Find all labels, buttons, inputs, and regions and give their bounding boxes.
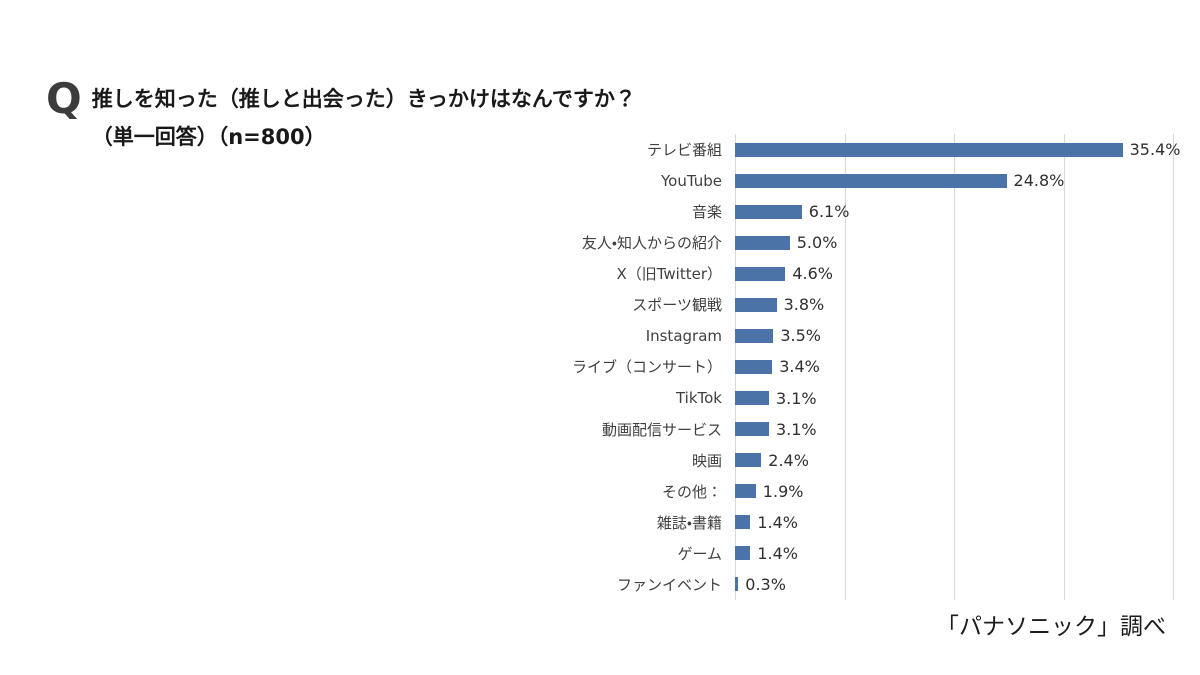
value-label: 0.3% [745, 574, 786, 594]
bar [735, 266, 786, 281]
gridline-10 [844, 134, 846, 600]
bar [735, 173, 1007, 188]
value-label: 3.1% [775, 388, 817, 408]
bar-track: 35.4% [735, 134, 1190, 165]
category-label: その他： [661, 482, 722, 501]
category-label: 雑誌・書籍 [656, 513, 722, 532]
bar-track: 2.4% [735, 445, 1190, 476]
bar-track: 5.0% [735, 227, 1190, 258]
chart-row: 映画 2.4% [540, 445, 1190, 476]
bar [735, 577, 739, 592]
category-label: 映画 [691, 451, 722, 470]
category-label: スポーツ観戦 [632, 296, 722, 315]
category-label: TikTok [675, 389, 722, 408]
bar-track: 24.8% [735, 165, 1190, 196]
question-line1: 推しを知った（推しと出会った）きっかけはなんですか？ [91, 87, 636, 111]
chart-row: 友人・知人からの紹介 5.0% [540, 227, 1190, 258]
chart-rows: テレビ番組 35.4% YouTube 24.8% 音楽 6.1% 友人・知人か… [540, 134, 1190, 600]
chart-row: その他： 1.9% [540, 476, 1190, 507]
chart-row: ファンイベント 0.3% [540, 569, 1190, 600]
category-label: YouTube [661, 171, 722, 190]
value-label: 3.5% [780, 326, 821, 346]
category-label: ゲーム [677, 544, 722, 563]
gridline-20 [954, 134, 955, 600]
bar-track: 1.9% [735, 476, 1190, 507]
question-line2: （単一回答）（n=800） [91, 125, 326, 149]
category-label: 音楽 [691, 203, 722, 222]
question-header: Q 推しを知った（推しと出会った）きっかけはなんですか？ （単一回答）（n=80… [46, 78, 636, 156]
category-label: 友人・知人からの紹介 [581, 234, 722, 253]
bar [735, 422, 769, 437]
question-text: 推しを知った（推しと出会った）きっかけはなんですか？ （単一回答）（n=800） [92, 78, 636, 156]
bar-track: 3.5% [735, 320, 1190, 351]
chart-row: TikTok 3.1% [540, 383, 1190, 414]
bar-track: 3.4% [735, 351, 1190, 382]
bar [735, 204, 802, 219]
question-marker: Q [46, 74, 82, 123]
chart-row: X（旧Twitter） 4.6% [540, 258, 1190, 289]
bar-track: 3.8% [735, 289, 1190, 320]
category-label: テレビ番組 [646, 141, 722, 160]
chart-row: ライブ（コンサート） 3.4% [540, 351, 1190, 382]
bar-track: 1.4% [735, 538, 1190, 569]
bar [735, 297, 777, 312]
bar [735, 235, 790, 250]
chart-row: 雑誌・書籍 1.4% [540, 507, 1190, 538]
gridline-40 [1173, 134, 1174, 600]
bar-track: 3.1% [735, 414, 1190, 445]
value-label: 35.4% [1129, 140, 1181, 160]
chart-row: テレビ番組 35.4% [540, 134, 1190, 165]
bar-track: 4.6% [735, 258, 1190, 289]
gridline-30 [1063, 134, 1065, 600]
bar [735, 453, 762, 468]
category-label: ライブ（コンサート） [571, 358, 722, 377]
chart-row: ゲーム 1.4% [540, 538, 1190, 569]
value-label: 6.1% [808, 202, 850, 222]
value-label: 4.6% [792, 264, 834, 284]
bar [735, 142, 1123, 157]
bar [735, 546, 751, 561]
chart-row: YouTube 24.8% [540, 165, 1190, 196]
bar [735, 359, 773, 374]
value-label: 1.4% [757, 512, 798, 532]
category-label: Instagram [645, 326, 722, 345]
category-label: X（旧Twitter） [616, 265, 722, 284]
bar [735, 484, 756, 499]
value-label: 1.9% [762, 481, 804, 501]
chart-row: Instagram 3.5% [540, 320, 1190, 351]
value-label: 3.4% [779, 357, 820, 377]
bar-chart: テレビ番組 35.4% YouTube 24.8% 音楽 6.1% 友人・知人か… [540, 134, 1190, 600]
chart-row: スポーツ観戦 3.8% [540, 289, 1190, 320]
bar-track: 1.4% [735, 507, 1190, 538]
category-label: 動画配信サービス [601, 420, 722, 439]
category-label: ファンイベント [616, 575, 722, 594]
bar-track: 6.1% [735, 196, 1190, 227]
bar-track: 0.3% [735, 569, 1190, 600]
bar [735, 515, 751, 530]
bar [735, 391, 769, 406]
value-label: 24.8% [1013, 171, 1065, 191]
value-label: 3.1% [775, 419, 817, 439]
value-label: 1.4% [757, 543, 798, 563]
value-label: 3.8% [783, 295, 825, 315]
chart-row: 動画配信サービス 3.1% [540, 414, 1190, 445]
source-attribution: 「パナソニック」調べ [936, 614, 1166, 640]
chart-row: 音楽 6.1% [540, 196, 1190, 227]
bar [735, 328, 774, 343]
value-label: 5.0% [796, 233, 838, 253]
bar-track: 3.1% [735, 383, 1190, 414]
value-label: 2.4% [768, 450, 809, 470]
